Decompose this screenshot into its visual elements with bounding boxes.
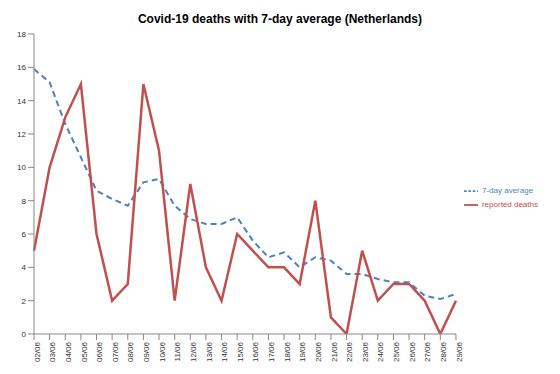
html-text:7-day average: 7-day average [482,186,534,196]
svg-text:04/06: 04/06 [64,341,73,362]
svg-text:8: 8 [22,197,27,206]
svg-text:15/06: 15/06 [236,341,245,362]
svg-text:2: 2 [22,297,27,306]
svg-text:21/06: 21/06 [330,341,339,362]
svg-text:27/06: 27/06 [423,341,432,362]
html-text:reported deaths: reported deaths [482,200,538,210]
svg-text:18/06: 18/06 [283,341,292,362]
svg-text:16: 16 [17,63,26,72]
svg-text:03/06: 03/06 [48,341,57,362]
svg-text:6: 6 [22,230,27,239]
svg-text:09/06: 09/06 [142,341,151,362]
svg-text:13/06: 13/06 [205,341,214,362]
svg-text:10: 10 [17,163,26,172]
html-text:Covid-19 deaths with 7-day ave: Covid-19 deaths with 7-day average (Neth… [138,12,422,26]
svg-text:26/06: 26/06 [408,341,417,362]
svg-text:12/06: 12/06 [189,341,198,362]
svg-text:11/06: 11/06 [173,341,182,361]
svg-text:07/06: 07/06 [111,341,120,362]
svg-text:19/06: 19/06 [298,341,307,362]
svg-text:0: 0 [22,330,27,339]
svg-text:17/06: 17/06 [267,341,276,362]
svg-text:05/06: 05/06 [80,341,89,362]
svg-text:08/06: 08/06 [126,341,135,362]
svg-text:10/06: 10/06 [158,341,167,362]
svg-text:25/06: 25/06 [392,341,401,362]
svg-text:29/06: 29/06 [455,341,464,362]
svg-text:22/06: 22/06 [345,341,354,362]
svg-text:23/06: 23/06 [361,341,370,362]
svg-text:02/06: 02/06 [33,341,42,362]
svg-text:18: 18 [17,30,26,39]
svg-text:20/06: 20/06 [314,341,323,362]
svg-text:28/06: 28/06 [439,341,448,362]
svg-text:24/06: 24/06 [376,341,385,362]
svg-text:4: 4 [22,263,27,272]
svg-text:06/06: 06/06 [95,341,104,362]
svg-text:14: 14 [17,97,26,106]
svg-text:16/06: 16/06 [251,341,260,362]
svg-text:12: 12 [17,130,26,139]
svg-text:14/06: 14/06 [220,341,229,362]
